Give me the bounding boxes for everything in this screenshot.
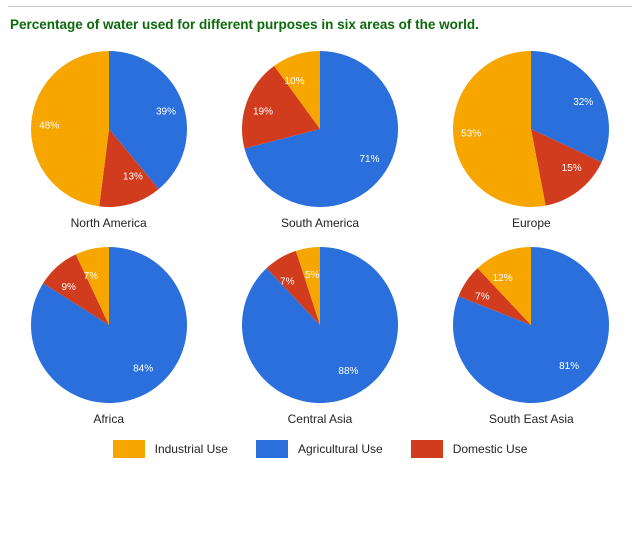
chart-cell-central-asia: 88% 7% 5% Central Asia xyxy=(223,240,416,426)
caption-africa: Africa xyxy=(12,412,205,426)
swatch-domestic xyxy=(411,440,443,458)
slice-label-agricultural: 71% xyxy=(359,154,379,165)
legend-item-industrial: Industrial Use xyxy=(113,440,228,458)
legend-item-agricultural: Agricultural Use xyxy=(256,440,383,458)
caption-europe: Europe xyxy=(435,216,628,230)
charts-grid: 39% 13% 48% North America 71% 19% 10% South … xyxy=(0,36,640,430)
pie-africa: 84% 9% 7% xyxy=(24,240,194,410)
slice-label-industrial: 48% xyxy=(39,121,59,132)
pie-central-asia: 88% 7% 5% xyxy=(235,240,405,410)
pie-europe: 32% 15% 53% xyxy=(446,44,616,214)
page-title: Percentage of water used for different p… xyxy=(0,7,640,36)
chart-cell-north-america: 39% 13% 48% North America xyxy=(12,44,205,230)
slice-label-industrial: 12% xyxy=(493,273,513,284)
slice-label-domestic: 13% xyxy=(123,172,143,183)
slice-label-agricultural: 84% xyxy=(133,363,153,374)
slice-label-agricultural: 81% xyxy=(559,361,579,372)
swatch-industrial xyxy=(113,440,145,458)
legend-label-agricultural: Agricultural Use xyxy=(298,442,383,456)
swatch-agricultural xyxy=(256,440,288,458)
slice-label-domestic: 9% xyxy=(61,282,76,293)
legend-item-domestic: Domestic Use xyxy=(411,440,528,458)
caption-central-asia: Central Asia xyxy=(223,412,416,426)
slice-agricultural xyxy=(242,247,398,403)
slice-label-agricultural: 39% xyxy=(156,107,176,118)
chart-cell-europe: 32% 15% 53% Europe xyxy=(435,44,628,230)
chart-cell-africa: 84% 9% 7% Africa xyxy=(12,240,205,426)
chart-cell-south-america: 71% 19% 10% South America xyxy=(223,44,416,230)
caption-north-america: North America xyxy=(12,216,205,230)
legend: Industrial Use Agricultural Use Domestic… xyxy=(0,430,640,470)
slice-label-domestic: 7% xyxy=(280,277,295,288)
slice-label-agricultural: 32% xyxy=(574,97,594,108)
slice-label-domestic: 7% xyxy=(475,292,490,303)
caption-south-america: South America xyxy=(223,216,416,230)
slice-label-agricultural: 88% xyxy=(338,366,358,377)
caption-south-east-asia: South East Asia xyxy=(435,412,628,426)
legend-label-domestic: Domestic Use xyxy=(453,442,528,456)
slice-label-domestic: 19% xyxy=(253,107,273,118)
slice-label-industrial: 7% xyxy=(83,271,98,282)
pie-north-america: 39% 13% 48% xyxy=(24,44,194,214)
slice-label-industrial: 53% xyxy=(461,128,481,139)
pie-south-east-asia: 81% 7%12% xyxy=(446,240,616,410)
slice-label-industrial: 10% xyxy=(284,76,304,87)
slice-label-domestic: 15% xyxy=(562,163,582,174)
legend-label-industrial: Industrial Use xyxy=(155,442,228,456)
slice-label-industrial: 5% xyxy=(305,270,320,281)
chart-cell-south-east-asia: 81% 7%12% South East Asia xyxy=(435,240,628,426)
pie-south-america: 71% 19% 10% xyxy=(235,44,405,214)
